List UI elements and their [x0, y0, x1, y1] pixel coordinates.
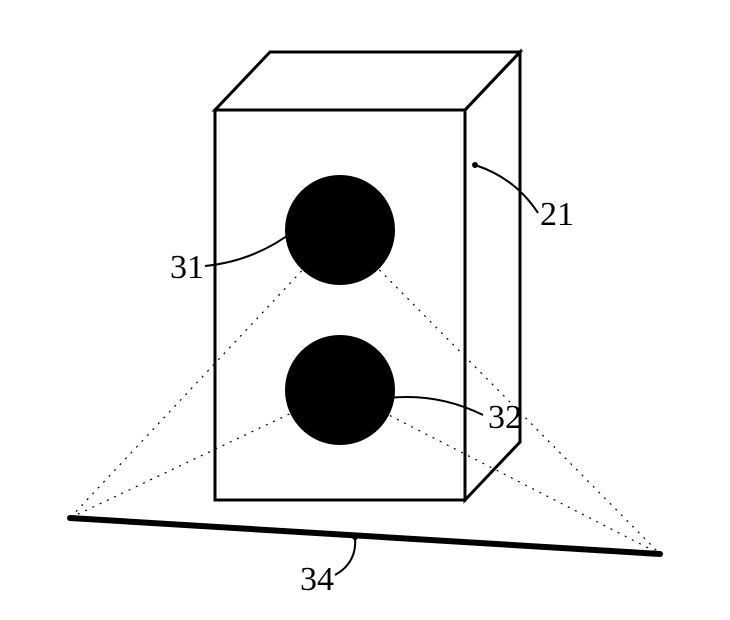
leader-dot-31	[292, 227, 298, 233]
leader-dot-32	[385, 395, 391, 401]
leader-line-21	[475, 165, 538, 213]
diagram-canvas: 31 21 32 34	[0, 0, 730, 620]
leader-line-31	[205, 230, 295, 266]
label-31: 31	[170, 249, 204, 286]
label-34: 34	[300, 561, 334, 598]
feature-circle-31	[285, 175, 395, 285]
leader-dot-34	[352, 534, 358, 540]
leader-dot-21	[472, 162, 478, 168]
label-32: 32	[488, 399, 522, 436]
feature-circle-32	[285, 335, 395, 445]
leader-line-34	[335, 537, 355, 575]
leader-line-32	[388, 397, 483, 415]
label-21: 21	[540, 196, 574, 233]
base-line	[70, 518, 660, 554]
